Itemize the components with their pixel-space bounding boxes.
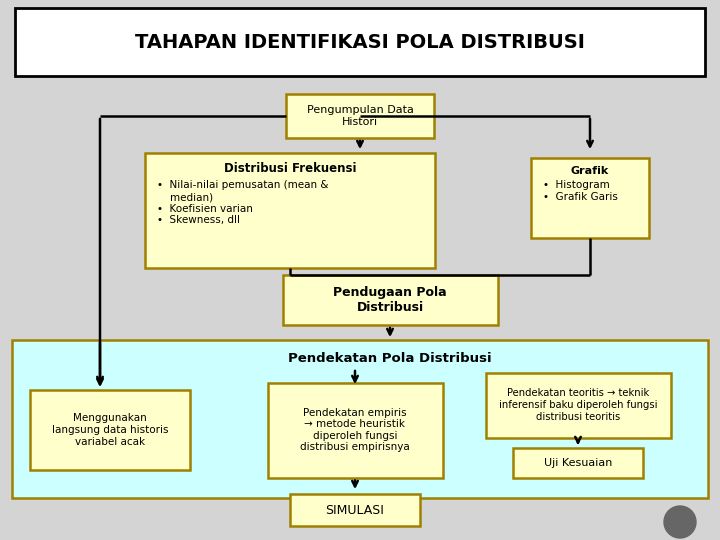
Text: Grafik: Grafik bbox=[571, 166, 609, 176]
Bar bbox=[145, 152, 435, 267]
Text: Distribusi Frekuensi: Distribusi Frekuensi bbox=[224, 163, 356, 176]
Text: •  Nilai-nilai pemusatan (mean &
    median)
•  Koefisien varian
•  Skewness, dl: • Nilai-nilai pemusatan (mean & median) … bbox=[157, 180, 328, 225]
Bar bbox=[282, 275, 498, 325]
Text: Pendekatan empiris
→ metode heuristik
diperoleh fungsi
distribusi empirisnya: Pendekatan empiris → metode heuristik di… bbox=[300, 408, 410, 453]
Text: TAHAPAN IDENTIFIKASI POLA DISTRIBUSI: TAHAPAN IDENTIFIKASI POLA DISTRIBUSI bbox=[135, 32, 585, 51]
Bar bbox=[286, 94, 434, 138]
Bar bbox=[268, 382, 443, 477]
Text: •  Histogram
•  Grafik Garis: • Histogram • Grafik Garis bbox=[543, 180, 618, 201]
Bar bbox=[30, 390, 190, 470]
Text: SIMULASI: SIMULASI bbox=[325, 503, 384, 516]
Bar bbox=[12, 340, 708, 498]
Text: Menggunakan
langsung data historis
variabel acak: Menggunakan langsung data historis varia… bbox=[52, 414, 168, 447]
Text: Pengumpulan Data
Histori: Pengumpulan Data Histori bbox=[307, 105, 413, 127]
Bar bbox=[485, 373, 670, 437]
Bar bbox=[290, 494, 420, 526]
Text: Pendugaan Pola
Distribusi: Pendugaan Pola Distribusi bbox=[333, 286, 447, 314]
Text: 2: 2 bbox=[675, 516, 685, 529]
Bar bbox=[513, 448, 643, 478]
Circle shape bbox=[664, 506, 696, 538]
Bar bbox=[15, 8, 705, 76]
Bar bbox=[531, 158, 649, 238]
Text: Uji Kesuaian: Uji Kesuaian bbox=[544, 458, 612, 468]
Text: Pendekatan Pola Distribusi: Pendekatan Pola Distribusi bbox=[288, 352, 492, 365]
Text: Pendekatan teoritis → teknik
inferensif baku diperoleh fungsi
distribusi teoriti: Pendekatan teoritis → teknik inferensif … bbox=[499, 388, 657, 422]
